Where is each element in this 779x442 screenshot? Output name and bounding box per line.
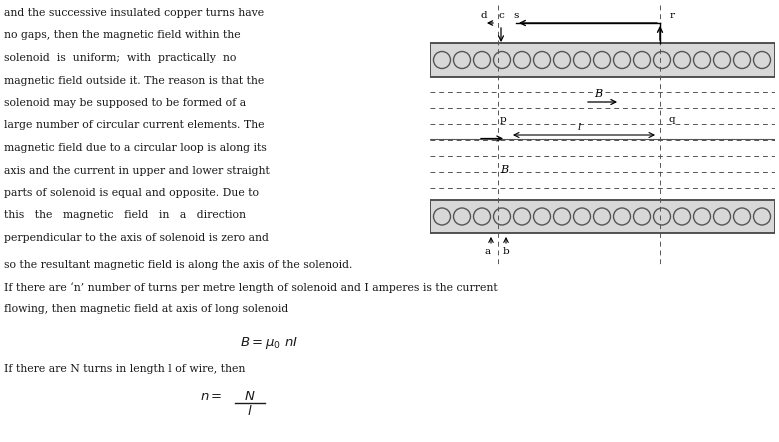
Text: B: B (500, 165, 508, 175)
Text: this   the   magnetic   field   in   a   direction: this the magnetic field in a direction (4, 210, 246, 221)
Text: l: l (577, 122, 580, 132)
Text: large number of circular current elements. The: large number of circular current element… (4, 121, 265, 130)
Text: r: r (669, 11, 675, 19)
Text: d: d (481, 11, 488, 19)
Text: solenoid may be supposed to be formed of a: solenoid may be supposed to be formed of… (4, 98, 246, 108)
Text: If there are N turns in length l of wire, then: If there are N turns in length l of wire… (4, 363, 245, 373)
Text: so the resultant magnetic field is along the axis of the solenoid.: so the resultant magnetic field is along… (4, 259, 352, 270)
Text: $n=$: $n=$ (200, 390, 223, 403)
Text: $l$: $l$ (247, 404, 253, 418)
Bar (430, 43, 775, 77)
Text: axis and the current in upper and lower straight: axis and the current in upper and lower … (4, 165, 270, 175)
Text: b: b (502, 247, 509, 255)
Text: magnetic field due to a circular loop is along its: magnetic field due to a circular loop is… (4, 143, 266, 153)
Text: no gaps, then the magnetic field within the: no gaps, then the magnetic field within … (4, 30, 241, 41)
Text: $N$: $N$ (245, 390, 256, 403)
Text: a: a (485, 247, 491, 255)
Text: q: q (668, 115, 675, 125)
Bar (430, 200, 775, 233)
Text: p: p (499, 115, 506, 125)
Text: B: B (594, 89, 602, 99)
Text: s: s (513, 11, 519, 19)
Text: perpendicular to the axis of solenoid is zero and: perpendicular to the axis of solenoid is… (4, 233, 269, 243)
Text: If there are ‘n’ number of turns per metre length of solenoid and I amperes is t: If there are ‘n’ number of turns per met… (4, 282, 498, 293)
Text: flowing, then magnetic field at axis of long solenoid: flowing, then magnetic field at axis of … (4, 305, 288, 315)
Text: c: c (498, 11, 504, 19)
Text: parts of solenoid is equal and opposite. Due to: parts of solenoid is equal and opposite.… (4, 188, 259, 198)
Text: solenoid  is  uniform;  with  practically  no: solenoid is uniform; with practically no (4, 53, 236, 63)
Text: $B = \mu_0\ nI$: $B = \mu_0\ nI$ (240, 335, 298, 351)
Text: and the successive insulated copper turns have: and the successive insulated copper turn… (4, 8, 264, 18)
Text: magnetic field outside it. The reason is that the: magnetic field outside it. The reason is… (4, 76, 264, 85)
